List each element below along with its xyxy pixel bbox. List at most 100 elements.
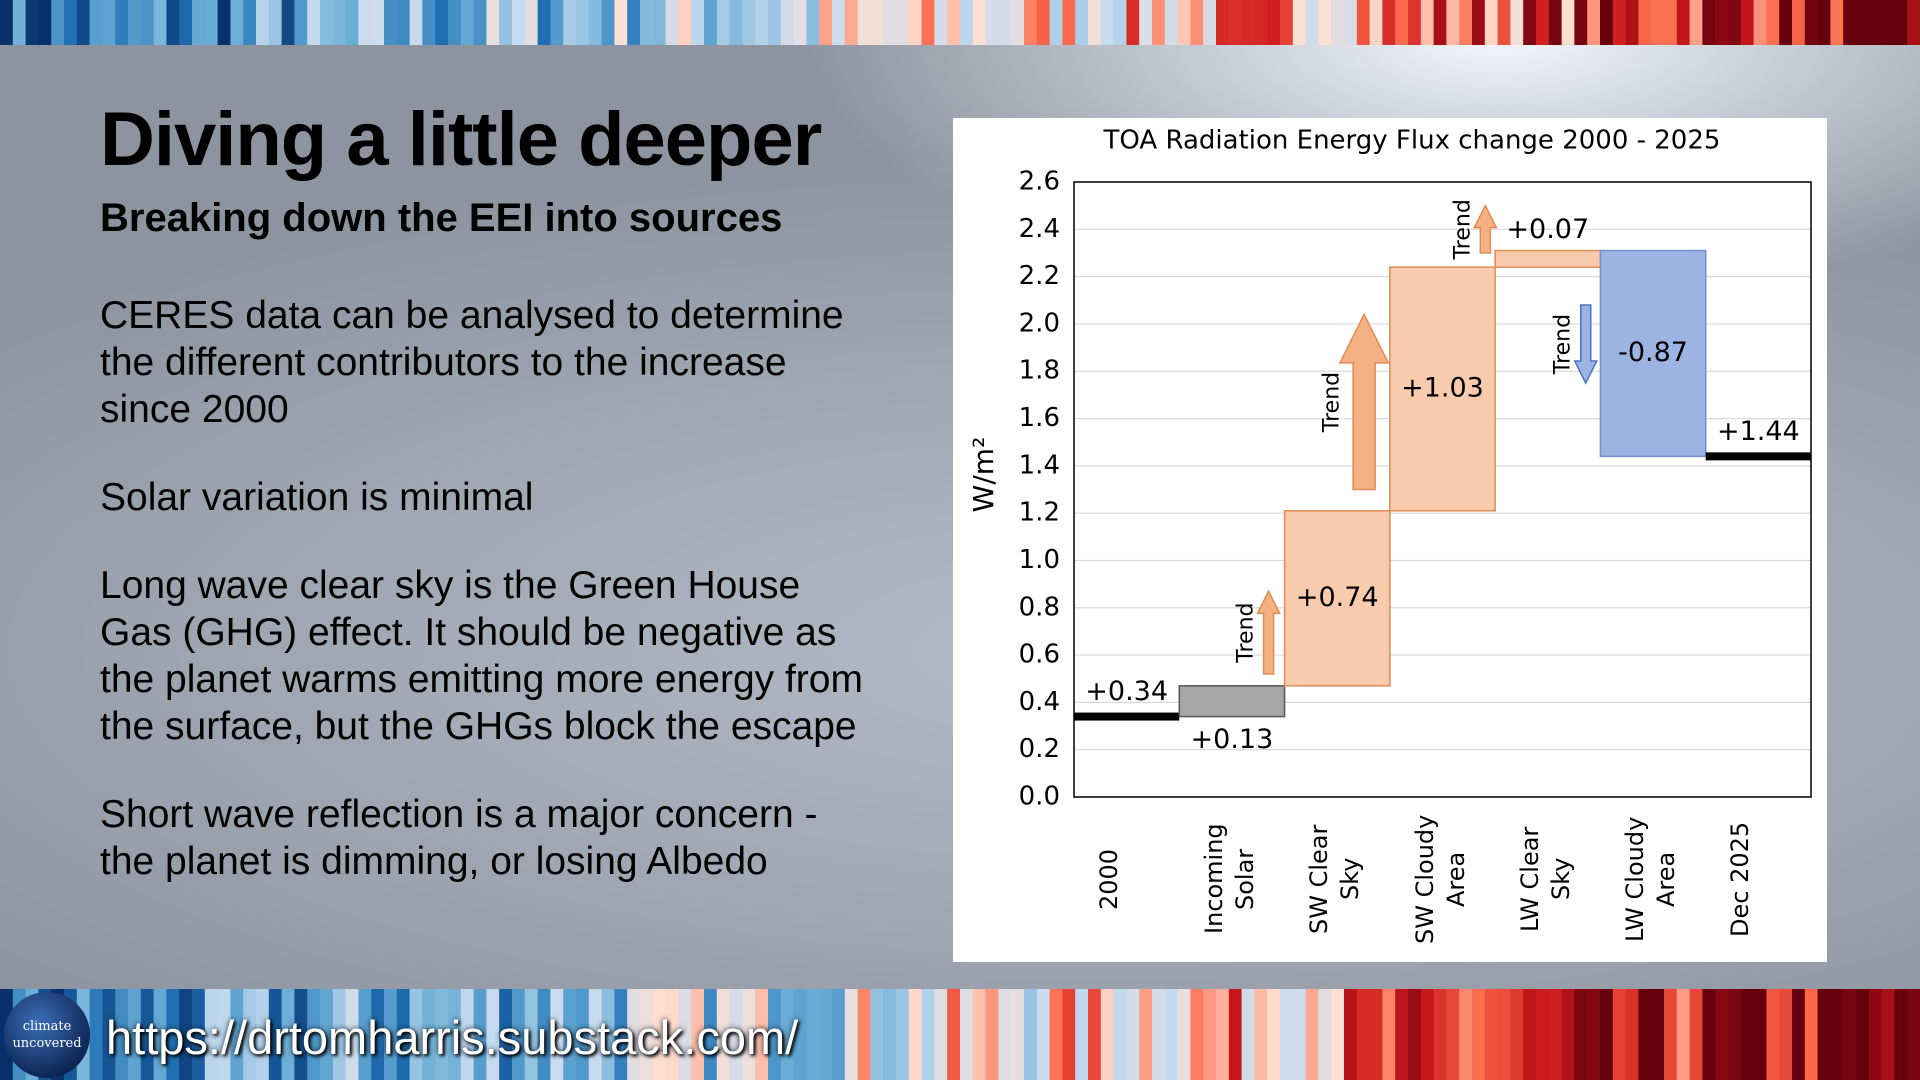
stripe xyxy=(217,0,231,45)
stripe xyxy=(1740,989,1755,1080)
stripe xyxy=(998,0,1012,45)
stripe xyxy=(857,989,871,1080)
stripe xyxy=(793,989,807,1080)
stripe xyxy=(601,989,615,1080)
stripe xyxy=(473,0,487,45)
stripe xyxy=(960,0,974,45)
stripe xyxy=(192,0,206,45)
trend-arrow xyxy=(1338,312,1390,491)
stripe xyxy=(1830,989,1844,1080)
stripe xyxy=(332,989,347,1080)
stripe xyxy=(1292,989,1307,1080)
stripe xyxy=(985,989,999,1080)
stripe xyxy=(1523,989,1537,1080)
stripe xyxy=(1382,0,1396,45)
stripe xyxy=(1408,989,1422,1080)
stripe xyxy=(89,0,103,45)
stripe xyxy=(332,0,347,45)
stripe xyxy=(563,0,577,45)
stripe xyxy=(627,989,641,1080)
stripe xyxy=(716,0,731,45)
stripe xyxy=(1292,0,1307,45)
stripe xyxy=(1318,989,1332,1080)
x-tick-label: LW Cloudy Area xyxy=(1621,816,1681,942)
stripe xyxy=(1612,0,1627,45)
stripe xyxy=(1036,989,1051,1080)
stripe xyxy=(0,0,14,45)
stripe xyxy=(345,989,359,1080)
stripe xyxy=(1587,989,1601,1080)
stripe xyxy=(537,0,551,45)
value-label: +0.07 xyxy=(1506,214,1589,245)
x-tick-label: LW Clear Sky xyxy=(1515,826,1575,932)
stripe xyxy=(153,0,167,45)
stripe xyxy=(1472,989,1486,1080)
stripe xyxy=(1216,0,1230,45)
stripe xyxy=(691,0,705,45)
stripe xyxy=(1536,989,1550,1080)
stripe xyxy=(307,0,321,45)
stripe xyxy=(1472,0,1486,45)
stripe xyxy=(537,989,551,1080)
stripe xyxy=(1766,0,1780,45)
stripe xyxy=(448,989,462,1080)
stripe xyxy=(1459,0,1473,45)
stripe xyxy=(1612,989,1627,1080)
stripe xyxy=(409,989,423,1080)
slide-title: Diving a little deeper xyxy=(100,97,822,182)
stripe xyxy=(1868,0,1883,45)
stripe xyxy=(1011,989,1025,1080)
stripe xyxy=(1267,989,1281,1080)
climate-stripes xyxy=(0,0,1920,45)
trend-arrow xyxy=(1573,304,1598,385)
stripe xyxy=(486,0,500,45)
stripe xyxy=(1139,0,1153,45)
stripe xyxy=(294,0,308,45)
annotation: Trend xyxy=(1450,199,1475,260)
stripe xyxy=(256,989,270,1080)
stripe xyxy=(780,0,795,45)
stripe xyxy=(460,989,475,1080)
stripe xyxy=(358,989,372,1080)
stripe xyxy=(652,989,667,1080)
body-text: CERES data can be analysed to determine … xyxy=(100,292,880,926)
stripe xyxy=(460,0,475,45)
stripe xyxy=(358,0,372,45)
y-axis-label: W/m² xyxy=(967,437,1000,513)
stripe xyxy=(1203,989,1217,1080)
stripe xyxy=(153,989,167,1080)
stripe xyxy=(1164,0,1179,45)
stripe xyxy=(678,0,692,45)
stripe xyxy=(729,0,743,45)
y-tick-label: 2.0 xyxy=(1019,308,1060,338)
stripe xyxy=(345,0,359,45)
stripe xyxy=(934,989,948,1080)
stripe xyxy=(883,989,897,1080)
stripe xyxy=(742,989,756,1080)
stripe xyxy=(1702,0,1716,45)
annotation: Trend xyxy=(1234,602,1259,663)
stripe xyxy=(371,989,385,1080)
stripe xyxy=(1152,0,1166,45)
stripe xyxy=(1625,0,1639,45)
stripe xyxy=(1497,0,1511,45)
stripe xyxy=(1356,989,1371,1080)
stripe xyxy=(281,989,295,1080)
stripe xyxy=(1753,0,1767,45)
bar xyxy=(1389,266,1496,512)
stripe xyxy=(1843,989,1857,1080)
url-link[interactable]: https://drtomharris.substack.com/ xyxy=(106,1011,799,1064)
stripe xyxy=(947,0,961,45)
stripe xyxy=(1446,0,1460,45)
stripe xyxy=(102,989,116,1080)
stripe xyxy=(281,0,295,45)
stripe xyxy=(806,0,820,45)
stripe xyxy=(1689,989,1703,1080)
value-label: +1.44 xyxy=(1717,416,1800,447)
stripe xyxy=(1190,0,1204,45)
stripe xyxy=(1587,0,1601,45)
stripe xyxy=(256,0,270,45)
stripe xyxy=(576,989,590,1080)
stripe xyxy=(768,0,782,45)
stripe xyxy=(204,0,219,45)
